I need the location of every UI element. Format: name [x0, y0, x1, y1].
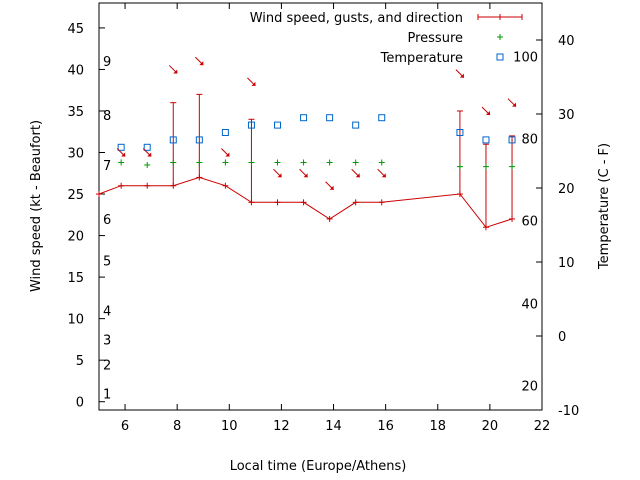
- y-tick-label: 10: [67, 313, 84, 328]
- wind-direction-arrowhead: [121, 152, 126, 157]
- temperature-series: [117, 114, 516, 151]
- wind-direction-arrowhead: [485, 110, 490, 115]
- y2-tick-label: -10: [558, 404, 579, 419]
- fahrenheit-label: 100: [513, 50, 538, 65]
- wind-direction-arrowhead: [173, 69, 178, 74]
- x-tick-label: 20: [482, 419, 499, 434]
- temperature-point: [169, 136, 177, 144]
- wind-direction-arrowhead: [225, 152, 230, 157]
- legend-label: Pressure: [407, 31, 463, 46]
- y-tick-label: 5: [76, 354, 84, 369]
- beaufort-labels: 1 2 3 4 5 6 7 8 9: [103, 55, 111, 402]
- y-tick-labels: 0 5 10 15 20 25 30 35 40 45: [67, 22, 84, 411]
- temperature-point: [247, 121, 255, 129]
- fahrenheit-label: 60: [521, 215, 538, 230]
- beaufort-label: 9: [103, 55, 111, 70]
- temperature-point: [482, 136, 490, 144]
- x-tick-label: 18: [429, 419, 446, 434]
- beaufort-label: 5: [103, 254, 111, 269]
- legend: Wind speed, gusts, and direction Pressure…: [250, 11, 523, 66]
- x-tick-label: 14: [325, 419, 342, 434]
- x-tick-label: 22: [534, 419, 551, 434]
- plot-area-border: [98, 2, 543, 411]
- wind-direction-arrowhead: [329, 185, 334, 190]
- y2-axis-label: Temperature (C - F): [597, 143, 612, 270]
- beaufort-label: 2: [103, 358, 111, 373]
- y-tick-label: 30: [67, 147, 84, 162]
- temperature-point: [326, 114, 334, 122]
- temperature-point: [117, 143, 125, 151]
- x-tick-label: 12: [273, 419, 290, 434]
- direction-arrows: [116, 56, 517, 191]
- wind-direction-arrowhead: [355, 173, 360, 178]
- temperature-point: [300, 114, 308, 122]
- wind-direction-arrowhead: [147, 152, 152, 157]
- beaufort-label: 8: [103, 109, 111, 124]
- temperature-point: [221, 129, 229, 136]
- temperature-point: [508, 136, 516, 144]
- fahrenheit-label: 40: [521, 297, 538, 312]
- temperature-point: [456, 129, 464, 136]
- legend-label: Temperature: [380, 51, 463, 66]
- pressure-series: [118, 159, 516, 170]
- wind-direction-arrowhead: [303, 173, 308, 178]
- x-axis-label: Local time (Europe/Athens): [230, 459, 407, 474]
- y2-tick-label: 30: [558, 108, 575, 123]
- y2-tick-label: 0: [558, 330, 566, 345]
- temperature-point: [274, 121, 282, 129]
- legend-temperature-sample: [496, 53, 504, 61]
- wind-direction-arrowhead: [277, 173, 282, 178]
- x-tick-label: 10: [221, 419, 238, 434]
- y-tick-label: 45: [67, 22, 84, 37]
- y-tick-label: 0: [76, 396, 84, 411]
- wind-direction-arrowhead: [512, 102, 517, 107]
- y-tick-label: 20: [67, 230, 84, 245]
- wind-direction-arrowhead: [251, 81, 256, 86]
- wind-direction-arrowhead: [199, 61, 204, 66]
- temperature-point: [143, 143, 151, 151]
- temperature-point: [352, 121, 360, 129]
- temperature-point: [378, 114, 386, 122]
- fahrenheit-labels: 20 40 60 80 100: [513, 50, 538, 394]
- y2-tick-label: 10: [558, 256, 575, 271]
- y-tick-label: 35: [67, 105, 84, 120]
- y-tick-label: 40: [67, 63, 84, 78]
- beaufort-label: 6: [103, 213, 111, 228]
- y-tick-label: 25: [67, 188, 84, 203]
- x-tick-label: 8: [173, 419, 181, 434]
- x-tick-labels: 6 8 10 12 14 16 18 20 22: [121, 419, 550, 434]
- y2-tick-label: 20: [558, 182, 575, 197]
- y-tick-label: 15: [67, 271, 84, 286]
- x-tick-label: 16: [377, 419, 394, 434]
- wind-direction-arrowhead: [381, 173, 386, 178]
- fahrenheit-label: 80: [521, 132, 538, 147]
- beaufort-label: 3: [103, 333, 111, 348]
- beaufort-label: 1: [103, 387, 111, 402]
- y2-tick-label: 40: [558, 34, 575, 49]
- temperature-point: [195, 136, 203, 144]
- beaufort-label: 4: [103, 304, 111, 319]
- fahrenheit-label: 20: [521, 380, 538, 395]
- legend-label: Wind speed, gusts, and direction: [250, 11, 463, 26]
- beaufort-label: 7: [103, 159, 111, 174]
- x-tick-label: 6: [121, 419, 129, 434]
- wind-direction-arrowhead: [459, 73, 464, 78]
- y2-tick-labels: -10 0 10 20 30 40: [558, 34, 579, 419]
- y-axis-label: Wind speed (kt - Beaufort): [29, 120, 44, 292]
